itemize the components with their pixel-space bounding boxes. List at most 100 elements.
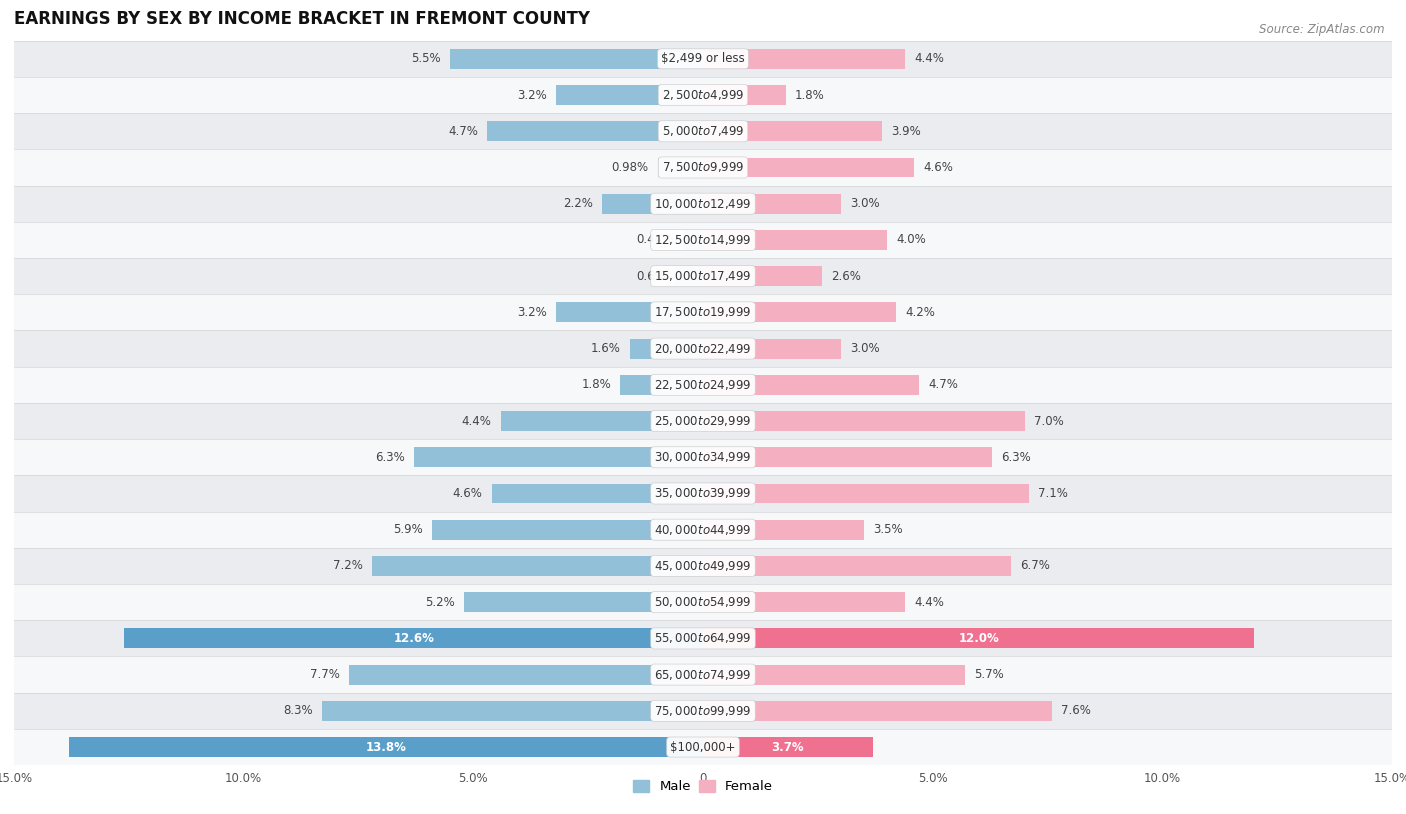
Bar — [14, 222, 1392, 258]
Text: $45,000 to $49,999: $45,000 to $49,999 — [654, 559, 752, 573]
Bar — [703, 628, 1254, 648]
Bar — [703, 121, 882, 141]
Text: $20,000 to $22,499: $20,000 to $22,499 — [654, 342, 752, 356]
Text: $7,500 to $9,999: $7,500 to $9,999 — [662, 160, 744, 174]
Legend: Male, Female: Male, Female — [627, 774, 779, 799]
Bar — [703, 665, 965, 685]
Bar — [124, 628, 703, 648]
Bar — [703, 737, 873, 757]
Text: 6.3%: 6.3% — [1001, 451, 1031, 464]
Bar — [602, 194, 703, 213]
Text: 0.6%: 0.6% — [637, 269, 666, 282]
Text: $2,499 or less: $2,499 or less — [661, 52, 745, 65]
Bar — [14, 548, 1392, 584]
Bar — [413, 448, 703, 467]
Text: $100,000+: $100,000+ — [671, 741, 735, 754]
Bar — [703, 303, 896, 322]
Bar — [703, 49, 905, 68]
Text: $55,000 to $64,999: $55,000 to $64,999 — [654, 632, 752, 646]
Bar — [432, 520, 703, 540]
Text: 3.0%: 3.0% — [851, 197, 880, 210]
Bar — [14, 440, 1392, 475]
Text: 1.6%: 1.6% — [591, 342, 620, 355]
Text: 6.3%: 6.3% — [375, 451, 405, 464]
Text: 4.2%: 4.2% — [905, 306, 935, 319]
Bar — [14, 512, 1392, 548]
Bar — [703, 85, 786, 105]
Text: 5.7%: 5.7% — [974, 668, 1004, 681]
Text: $2,500 to $4,999: $2,500 to $4,999 — [662, 88, 744, 102]
Text: 7.6%: 7.6% — [1062, 704, 1091, 717]
Bar — [14, 656, 1392, 693]
Bar — [14, 150, 1392, 186]
Bar — [14, 693, 1392, 729]
Bar — [14, 258, 1392, 294]
Text: 1.8%: 1.8% — [582, 379, 612, 392]
Bar — [450, 49, 703, 68]
Text: 12.6%: 12.6% — [394, 632, 434, 645]
Text: 7.1%: 7.1% — [1038, 487, 1069, 500]
Bar — [703, 411, 1025, 431]
Text: 4.4%: 4.4% — [461, 414, 492, 427]
Bar — [555, 85, 703, 105]
Bar — [555, 303, 703, 322]
Text: 3.2%: 3.2% — [517, 306, 547, 319]
Text: $17,500 to $19,999: $17,500 to $19,999 — [654, 305, 752, 319]
Bar — [675, 266, 703, 286]
Bar — [703, 484, 1029, 503]
Text: $40,000 to $44,999: $40,000 to $44,999 — [654, 523, 752, 536]
Bar — [703, 556, 1011, 575]
Text: 3.9%: 3.9% — [891, 125, 921, 138]
Bar — [69, 737, 703, 757]
Bar — [501, 411, 703, 431]
Text: 12.0%: 12.0% — [959, 632, 998, 645]
Text: $30,000 to $34,999: $30,000 to $34,999 — [654, 450, 752, 464]
Bar — [14, 113, 1392, 150]
Text: $22,500 to $24,999: $22,500 to $24,999 — [654, 378, 752, 392]
Bar — [14, 366, 1392, 403]
Text: 4.4%: 4.4% — [914, 52, 945, 65]
Bar — [658, 158, 703, 177]
Bar — [14, 77, 1392, 113]
Text: 5.5%: 5.5% — [412, 52, 441, 65]
Text: 4.6%: 4.6% — [924, 161, 953, 174]
Text: 3.5%: 3.5% — [873, 523, 903, 536]
Bar — [14, 330, 1392, 366]
Text: 2.6%: 2.6% — [831, 269, 862, 282]
Bar — [486, 121, 703, 141]
Text: EARNINGS BY SEX BY INCOME BRACKET IN FREMONT COUNTY: EARNINGS BY SEX BY INCOME BRACKET IN FRE… — [14, 10, 591, 28]
Bar — [630, 339, 703, 358]
Bar — [703, 158, 914, 177]
Text: 1.8%: 1.8% — [794, 89, 824, 102]
Bar — [14, 41, 1392, 77]
Text: 0.98%: 0.98% — [612, 161, 648, 174]
Text: 7.0%: 7.0% — [1033, 414, 1063, 427]
Text: 6.7%: 6.7% — [1019, 559, 1050, 572]
Text: $50,000 to $54,999: $50,000 to $54,999 — [654, 595, 752, 609]
Bar — [703, 266, 823, 286]
Bar — [322, 701, 703, 720]
Text: 5.9%: 5.9% — [394, 523, 423, 536]
Text: 5.2%: 5.2% — [425, 596, 456, 609]
Text: $35,000 to $39,999: $35,000 to $39,999 — [654, 487, 752, 501]
Bar — [703, 194, 841, 213]
Text: 3.2%: 3.2% — [517, 89, 547, 102]
Bar — [14, 584, 1392, 620]
Text: Source: ZipAtlas.com: Source: ZipAtlas.com — [1260, 23, 1385, 36]
Bar — [703, 520, 863, 540]
Text: 4.7%: 4.7% — [449, 125, 478, 138]
Bar — [349, 665, 703, 685]
Bar — [620, 375, 703, 395]
Bar — [14, 294, 1392, 330]
Bar — [683, 230, 703, 250]
Text: 4.6%: 4.6% — [453, 487, 482, 500]
Text: 4.0%: 4.0% — [896, 234, 925, 247]
Text: $5,000 to $7,499: $5,000 to $7,499 — [662, 125, 744, 138]
Text: 4.7%: 4.7% — [928, 379, 957, 392]
Text: $10,000 to $12,499: $10,000 to $12,499 — [654, 197, 752, 211]
Text: 4.4%: 4.4% — [914, 596, 945, 609]
Text: 3.0%: 3.0% — [851, 342, 880, 355]
Text: $75,000 to $99,999: $75,000 to $99,999 — [654, 704, 752, 718]
Bar — [703, 448, 993, 467]
Text: 3.7%: 3.7% — [772, 741, 804, 754]
